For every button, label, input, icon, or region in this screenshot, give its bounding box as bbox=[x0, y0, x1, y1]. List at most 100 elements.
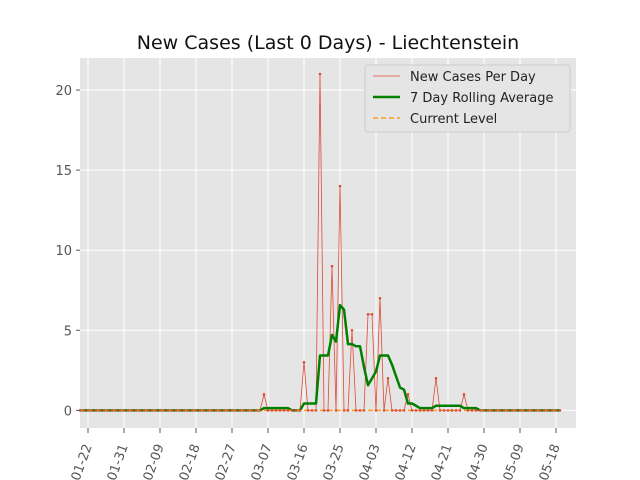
legend-label-new-cases: New Cases Per Day bbox=[410, 70, 536, 85]
data-point-new-cases bbox=[466, 409, 470, 412]
data-point-new-cases bbox=[318, 72, 322, 76]
data-point-new-cases bbox=[462, 393, 466, 396]
grid bbox=[80, 58, 576, 428]
data-point-new-cases bbox=[522, 409, 526, 412]
data-point-new-cases bbox=[262, 393, 266, 396]
data-point-new-cases bbox=[350, 328, 354, 332]
data-point-new-cases bbox=[242, 409, 246, 412]
data-point-new-cases bbox=[166, 409, 170, 412]
data-point-new-cases bbox=[294, 409, 298, 412]
data-point-new-cases bbox=[90, 409, 94, 412]
data-point-new-cases bbox=[226, 409, 230, 412]
data-point-new-cases bbox=[494, 409, 498, 412]
data-point-new-cases bbox=[478, 409, 482, 412]
data-point-new-cases bbox=[514, 409, 518, 412]
data-point-new-cases bbox=[410, 409, 414, 412]
data-point-new-cases bbox=[122, 409, 126, 412]
data-point-new-cases bbox=[534, 409, 538, 412]
data-point-new-cases bbox=[198, 409, 202, 412]
data-point-new-cases bbox=[266, 409, 270, 412]
data-point-new-cases bbox=[322, 409, 326, 412]
y-tick-label: 20 bbox=[55, 84, 72, 99]
data-point-new-cases bbox=[486, 409, 490, 412]
data-point-new-cases bbox=[214, 409, 218, 412]
y-tick-label: 10 bbox=[55, 244, 72, 259]
data-point-new-cases bbox=[282, 409, 286, 412]
series-layer bbox=[78, 72, 562, 412]
data-point-new-cases bbox=[330, 264, 334, 268]
data-point-new-cases bbox=[402, 409, 406, 412]
data-point-new-cases bbox=[358, 409, 362, 412]
data-point-new-cases bbox=[498, 409, 502, 412]
data-point-new-cases bbox=[526, 409, 530, 412]
data-point-new-cases bbox=[430, 409, 434, 412]
data-point-new-cases bbox=[346, 409, 350, 412]
legend-box bbox=[364, 64, 571, 133]
data-point-new-cases bbox=[442, 409, 446, 412]
y-tick-label: 15 bbox=[55, 164, 72, 179]
data-point-new-cases bbox=[238, 409, 242, 412]
data-point-new-cases bbox=[546, 409, 550, 412]
data-point-new-cases bbox=[182, 409, 186, 412]
data-point-new-cases bbox=[162, 409, 166, 412]
data-point-new-cases bbox=[502, 409, 506, 412]
data-point-new-cases bbox=[474, 409, 478, 412]
data-point-new-cases bbox=[454, 409, 458, 412]
data-point-new-cases bbox=[178, 409, 182, 412]
legend: New Cases Per Day 7 Day Rolling Average … bbox=[364, 64, 571, 133]
data-point-new-cases bbox=[542, 409, 546, 412]
data-point-new-cases bbox=[114, 409, 118, 412]
data-point-new-cases bbox=[446, 409, 450, 412]
data-point-new-cases bbox=[142, 409, 146, 412]
data-point-new-cases bbox=[510, 409, 514, 412]
data-point-new-cases bbox=[250, 409, 254, 412]
data-point-new-cases bbox=[206, 409, 210, 412]
data-point-new-cases bbox=[194, 409, 198, 412]
data-point-new-cases bbox=[374, 409, 378, 412]
data-point-new-cases bbox=[390, 409, 394, 412]
data-point-new-cases bbox=[278, 409, 282, 412]
data-point-new-cases bbox=[406, 393, 410, 396]
data-point-new-cases bbox=[366, 312, 370, 316]
data-point-new-cases bbox=[158, 409, 162, 412]
data-point-new-cases bbox=[258, 409, 262, 412]
data-point-new-cases bbox=[362, 409, 366, 412]
data-point-new-cases bbox=[310, 409, 314, 412]
data-point-new-cases bbox=[382, 409, 386, 412]
data-point-new-cases bbox=[306, 409, 310, 412]
data-point-new-cases bbox=[102, 409, 106, 412]
legend-label-rolling-average: 7 Day Rolling Average bbox=[410, 91, 553, 106]
data-point-new-cases bbox=[222, 409, 226, 412]
data-point-new-cases bbox=[550, 409, 554, 412]
data-point-new-cases bbox=[154, 409, 158, 412]
data-point-new-cases bbox=[270, 409, 274, 412]
data-point-new-cases bbox=[386, 377, 390, 380]
data-point-new-cases bbox=[274, 409, 278, 412]
data-point-new-cases bbox=[234, 409, 238, 412]
y-tick-label: 0 bbox=[64, 404, 72, 419]
data-point-new-cases bbox=[354, 409, 358, 412]
data-point-new-cases bbox=[230, 409, 234, 412]
data-point-new-cases bbox=[138, 409, 142, 412]
data-point-new-cases bbox=[110, 409, 114, 412]
data-point-new-cases bbox=[414, 409, 418, 412]
data-point-new-cases bbox=[422, 409, 426, 412]
data-point-new-cases bbox=[326, 409, 330, 412]
data-point-new-cases bbox=[490, 409, 494, 412]
data-point-new-cases bbox=[170, 409, 174, 412]
data-point-new-cases bbox=[86, 409, 90, 412]
data-point-new-cases bbox=[126, 409, 130, 412]
data-point-new-cases bbox=[426, 409, 430, 412]
y-tick-label: 5 bbox=[64, 324, 72, 339]
data-point-new-cases bbox=[290, 409, 294, 412]
data-point-new-cases bbox=[530, 409, 534, 412]
data-point-new-cases bbox=[130, 409, 134, 412]
data-point-new-cases bbox=[246, 409, 250, 412]
data-point-new-cases bbox=[342, 409, 346, 412]
data-point-new-cases bbox=[118, 409, 122, 412]
data-point-new-cases bbox=[558, 409, 562, 412]
data-point-new-cases bbox=[150, 409, 154, 412]
data-point-new-cases bbox=[418, 409, 422, 412]
data-point-new-cases bbox=[470, 409, 474, 412]
